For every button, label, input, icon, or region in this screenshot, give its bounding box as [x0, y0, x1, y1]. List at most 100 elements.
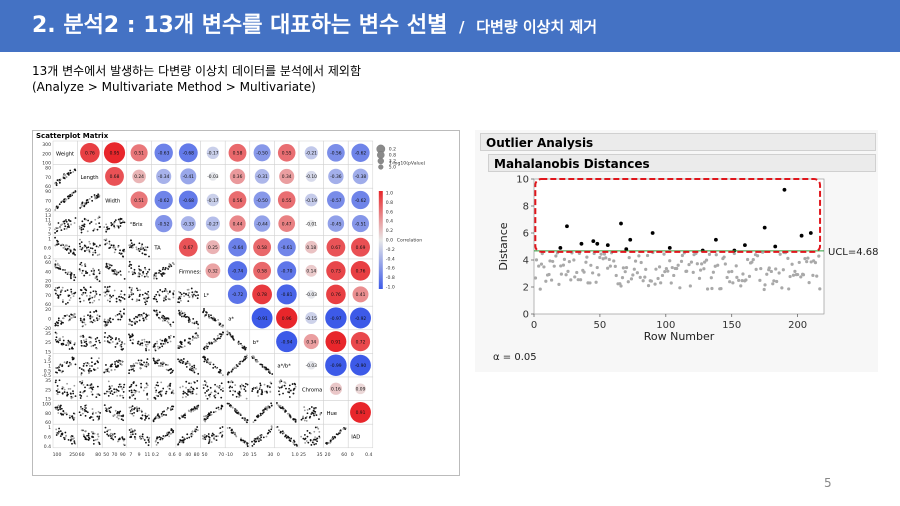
scatter-point	[90, 296, 93, 299]
scatter-point	[69, 172, 72, 175]
scatter-point	[197, 336, 200, 339]
mahalanobis-distances-header[interactable]: Mahalanobis Distances	[488, 154, 876, 172]
scatter-point	[84, 265, 87, 268]
scatter-point	[130, 291, 132, 293]
scatter-point	[98, 341, 101, 344]
scatter-point	[222, 333, 224, 335]
y-tick-label: 100	[42, 402, 51, 408]
scatter-point	[128, 318, 131, 321]
scatter-point	[131, 365, 134, 367]
scatter-point	[260, 436, 263, 439]
scatter-point	[81, 201, 84, 204]
scatter-point	[110, 437, 113, 440]
correlation-circle	[352, 286, 369, 303]
scatter-point	[144, 412, 147, 415]
scatter-point	[169, 323, 172, 326]
distance-point	[751, 257, 755, 262]
scatter-point	[143, 439, 146, 441]
scatter-point	[104, 243, 107, 246]
scatter-point	[263, 383, 266, 386]
scatter-point	[193, 366, 196, 369]
scatter-point	[231, 335, 234, 338]
scatter-point	[185, 392, 188, 395]
scatter-point	[232, 367, 235, 370]
distance-point	[761, 250, 765, 254]
scatter-point	[79, 414, 82, 417]
scatter-point	[229, 404, 232, 406]
correlation-circle	[278, 215, 296, 232]
scatter-point	[89, 242, 92, 245]
matrix-cell	[126, 423, 152, 449]
scatter-point	[259, 386, 261, 389]
scatter-point	[112, 270, 115, 272]
distance-point	[649, 279, 653, 283]
scatter-point	[85, 218, 87, 221]
scatter-point	[246, 445, 249, 448]
scatter-point	[93, 363, 96, 365]
scatter-point	[80, 248, 83, 251]
distance-point	[774, 267, 778, 271]
scatter-point	[238, 412, 241, 415]
distance-point	[815, 274, 819, 278]
distance-point	[664, 266, 668, 271]
scatter-point	[263, 367, 266, 370]
scatter-point	[153, 396, 156, 399]
distance-point	[755, 254, 760, 258]
scatter-point	[69, 169, 72, 172]
scatter-point	[81, 412, 84, 415]
correlation-value: -0.44	[256, 221, 268, 227]
distance-point	[632, 267, 636, 271]
scatter-point	[54, 259, 57, 262]
scatter-point	[251, 444, 254, 447]
scatter-point	[288, 436, 290, 439]
x-axis-label: Row Number	[644, 330, 715, 343]
correlation-value: 0.76	[85, 151, 95, 157]
scatter-point	[197, 372, 200, 375]
scatter-point	[73, 252, 75, 255]
scatter-point	[89, 301, 91, 304]
scatter-point	[216, 334, 219, 337]
outlier-point	[782, 187, 787, 192]
scatter-point	[138, 265, 140, 268]
correlation-legend-value: 0.8	[386, 200, 393, 206]
scatter-point	[226, 402, 229, 405]
distance-point	[585, 255, 589, 259]
distance-point	[754, 267, 758, 272]
scatter-point	[57, 319, 60, 322]
scatter-point	[187, 300, 190, 303]
scatter-point	[194, 430, 196, 433]
correlation-circle	[206, 146, 220, 160]
slide-title-sep: /	[459, 18, 465, 36]
correlation-value: -0.94	[281, 339, 293, 345]
scatter-point	[130, 406, 133, 409]
scatter-point	[114, 314, 117, 317]
variable-label: Length	[81, 175, 99, 181]
scatter-point	[160, 437, 162, 439]
scatter-point	[221, 426, 224, 428]
scatter-point	[160, 273, 162, 275]
scatter-point	[155, 394, 158, 397]
scatter-point	[119, 249, 121, 252]
x-tick-label: 250	[69, 452, 78, 458]
scatter-point	[231, 381, 234, 384]
scatter-point	[238, 361, 241, 364]
correlation-circle	[306, 290, 316, 299]
scatter-point	[89, 321, 92, 323]
scatter-point	[229, 406, 232, 408]
scatter-point	[72, 276, 75, 278]
scatter-point	[141, 344, 144, 347]
scatter-point	[57, 388, 59, 391]
scatter-point	[106, 228, 109, 230]
scatter-point	[132, 394, 135, 396]
scatter-point	[98, 339, 100, 342]
distance-point	[676, 263, 680, 267]
outlier-analysis-header[interactable]: Outlier Analysis	[480, 133, 876, 151]
scatter-point	[89, 314, 92, 317]
scatter-point	[218, 322, 221, 324]
scatter-point	[87, 201, 90, 204]
y-tick-label: -20	[43, 326, 51, 332]
scatter-point	[88, 295, 91, 297]
scatter-point	[105, 228, 108, 231]
scatter-point	[141, 433, 144, 436]
scatter-point	[107, 263, 110, 265]
